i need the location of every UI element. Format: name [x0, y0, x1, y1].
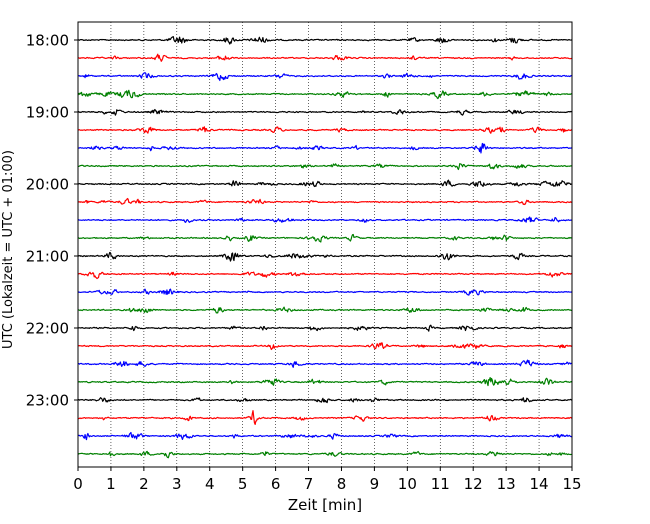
- x-tick-label: 2: [139, 475, 149, 493]
- x-tick-label: 10: [398, 475, 417, 493]
- x-tick-label: 1: [106, 475, 116, 493]
- y-tick-label: 19:00: [26, 104, 69, 122]
- trace-row-9: [77, 179, 573, 188]
- trace-row-8: [77, 163, 573, 171]
- x-tick-label: 15: [562, 475, 581, 493]
- trace-row-1: [77, 36, 573, 45]
- x-tick-label: 9: [370, 475, 380, 493]
- y-axis-label: UTC (Lokalzeit = UTC + 01:00): [1, 150, 16, 349]
- trace-row-16: [77, 306, 573, 314]
- x-tick-label: 4: [205, 475, 215, 493]
- y-tick-label: 18:00: [26, 32, 69, 50]
- vertical-gridlines: [110, 22, 540, 467]
- plot-frame: [77, 21, 573, 468]
- trace-row-4: [77, 89, 573, 100]
- x-tick-label: 14: [530, 475, 549, 493]
- trace-row-12: [77, 233, 573, 243]
- y-tick-label: 20:00: [26, 176, 69, 194]
- x-tick-label: 13: [497, 475, 516, 493]
- y-tick-label: 23:00: [26, 392, 69, 410]
- trace-row-19: [77, 359, 573, 368]
- trace-row-10: [77, 197, 573, 206]
- trace-row-23: [77, 431, 573, 441]
- trace-row-2: [77, 53, 573, 62]
- y-axis-ticks: 18:00 19:00 20:00 21:00 22:00 23:00: [26, 32, 78, 410]
- trace-row-13: [77, 251, 573, 262]
- trace-row-17: [77, 324, 573, 332]
- y-tick-label: 22:00: [26, 320, 69, 338]
- x-tick-label: 0: [73, 475, 83, 493]
- x-axis-label: Zeit [min]: [288, 496, 362, 514]
- trace-row-6: [77, 126, 573, 134]
- x-tick-label: 12: [464, 475, 483, 493]
- trace-row-5: [77, 108, 573, 116]
- y-tick-label: 21:00: [26, 248, 69, 266]
- x-tick-label: 7: [304, 475, 314, 493]
- trace-row-7: [77, 142, 573, 154]
- trace-row-3: [77, 72, 573, 82]
- x-axis-ticks: 0 1 2 3 4 5 6 7 8 9 10 11 12 13 14 15: [73, 467, 582, 493]
- trace-row-18: [77, 342, 573, 351]
- x-tick-label: 3: [172, 475, 182, 493]
- trace-row-15: [77, 288, 573, 296]
- x-tick-label: 11: [431, 475, 450, 493]
- trace-row-22: [77, 410, 573, 426]
- trace-row-14: [77, 271, 573, 280]
- trace-row-11: [77, 216, 573, 223]
- trace-row-24: [77, 450, 573, 459]
- x-tick-label: 5: [238, 475, 248, 493]
- x-tick-label: 6: [271, 475, 281, 493]
- trace-group: [77, 36, 573, 459]
- trace-row-21: [77, 397, 573, 404]
- x-tick-label: 8: [337, 475, 347, 493]
- trace-row-20: [77, 376, 573, 387]
